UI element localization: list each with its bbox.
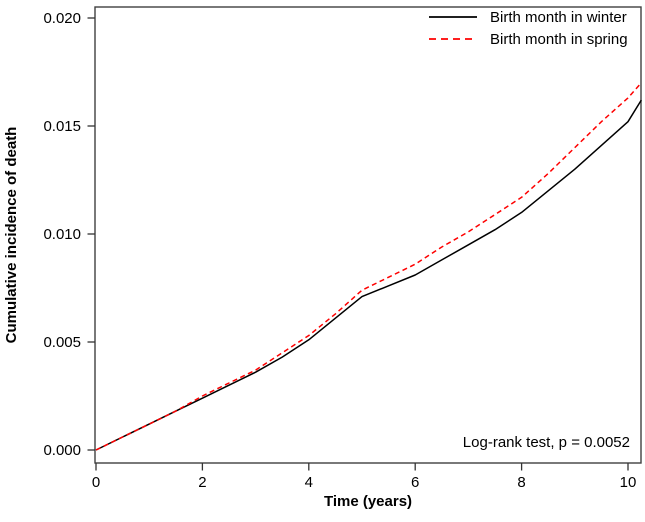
y-tick-label: 0.015: [43, 118, 81, 135]
x-axis-title: Time (years): [324, 493, 412, 510]
x-tick-label: 10: [620, 474, 637, 491]
y-axis-title: Cumulative incidence of death: [3, 127, 20, 344]
x-tick-label: 4: [305, 474, 313, 491]
x-tick-label: 2: [198, 474, 206, 491]
plot-area-border: [94, 6, 642, 464]
legend: Birth month in winter Birth month in spr…: [429, 9, 628, 48]
x-tick-label: 0: [92, 474, 100, 491]
y-tick-label: 0.000: [43, 442, 81, 459]
series-line-0: [95, 99, 642, 451]
y-tick-label: 0.010: [43, 226, 81, 243]
x-axis-ticks: 0 2 4 6 8 10: [92, 463, 637, 491]
x-tick-label: 6: [411, 474, 419, 491]
legend-label-winter: Birth month in winter: [490, 9, 627, 26]
y-tick-label: 0.005: [43, 334, 81, 351]
y-tick-label: 0.020: [43, 10, 81, 27]
y-axis-ticks: 0.000 0.005 0.010 0.015 0.020: [43, 10, 95, 459]
series-line-1: [95, 82, 642, 451]
legend-label-spring: Birth month in spring: [490, 31, 628, 48]
annotation-logrank: Log-rank test, p = 0.0052: [463, 434, 630, 451]
x-tick-label: 8: [517, 474, 525, 491]
